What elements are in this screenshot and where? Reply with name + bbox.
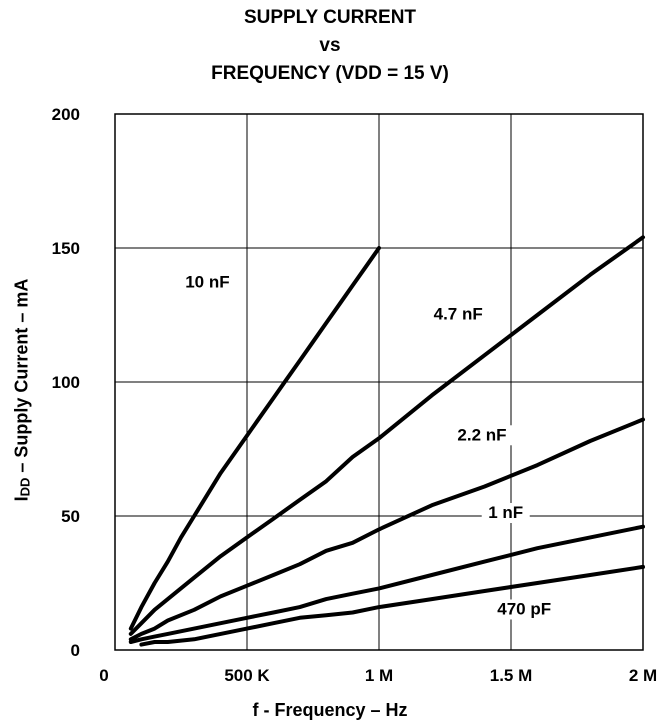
y-tick-label: 100 [52, 373, 80, 392]
series-lines [128, 235, 645, 647]
annotation-backing [490, 599, 559, 620]
x-axis-label: f - Frequency – Hz [252, 700, 408, 720]
annotation-backing [178, 272, 237, 293]
grid [114, 113, 644, 651]
x-tick-label: 2 M [629, 666, 657, 685]
chart-title-line-2: vs [319, 35, 341, 56]
y-label-symbol: I [11, 496, 32, 502]
y-tick-label: 150 [52, 239, 80, 258]
series-line [128, 246, 381, 631]
x-tick-label: 500 K [224, 666, 270, 685]
annotation-backing [424, 304, 493, 325]
series-annotation: 2.2 nF [457, 425, 506, 444]
series-annotation: 470 pF [497, 599, 551, 618]
y-label-text: – Supply Current – mA [11, 278, 32, 478]
series-annotations: 10 nF 4.7 nF 2.2 nF 1 nF 470 pF [178, 272, 559, 620]
y-tick-label: 50 [61, 507, 80, 526]
y-label-subscript: DD [17, 477, 33, 497]
series-line [128, 524, 645, 644]
y-tick-label: 200 [52, 105, 80, 124]
annotation-backing [481, 503, 530, 523]
series-annotation: 4.7 nF [434, 305, 483, 324]
series-line [139, 564, 645, 647]
y-tick-label: 0 [71, 641, 80, 660]
series-line [128, 417, 645, 642]
annotation-backing [447, 425, 516, 446]
chart-title-line-1: SUPPLY CURRENT [243, 7, 417, 28]
tick-labels: 0 500 K 1 M 1.5 M 2 M 0 50 100 150 200 [52, 105, 658, 685]
x-tick-label: 1 M [365, 666, 393, 685]
series-annotation: 10 nF [185, 273, 229, 292]
x-tick-label: 0 [99, 666, 108, 685]
chart-title-line-3: FREQUENCY (VDD = 15 V) [211, 63, 449, 84]
x-tick-label: 1.5 M [490, 666, 533, 685]
series-annotation: 1 nF [488, 503, 523, 522]
series-line [128, 235, 645, 636]
